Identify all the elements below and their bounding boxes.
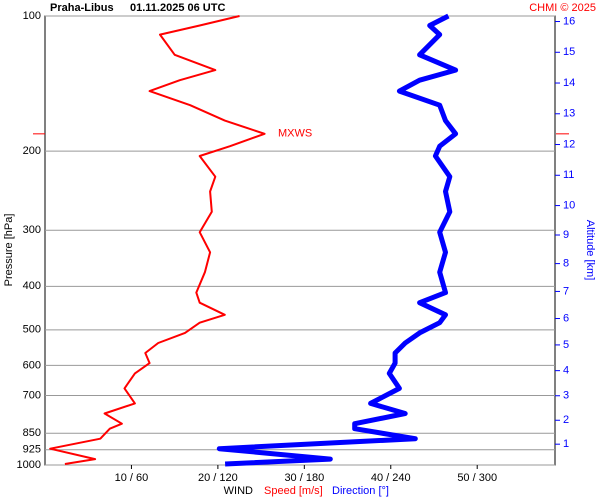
chart-title: Praha-Libus — [50, 2, 114, 14]
x-axis-label: WIND — [224, 485, 253, 497]
y2-tick-label: 16 — [563, 15, 575, 27]
y2-tick-label: 4 — [563, 365, 569, 377]
y-tick-label: 200 — [23, 145, 41, 157]
plot-frame — [44, 15, 556, 466]
y-tick-label: 1000 — [17, 459, 41, 471]
y-tick-label: 500 — [23, 324, 41, 336]
y-tick-label: 850 — [23, 427, 41, 439]
y2-tick-label: 9 — [563, 229, 569, 241]
y-tick-label: 925 — [23, 444, 41, 456]
y2-tick-label: 14 — [563, 77, 575, 89]
y-tick-label: 100 — [23, 10, 41, 22]
credit: CHMI © 2025 — [529, 2, 596, 14]
y2-tick-label: 15 — [563, 46, 575, 58]
y2-tick-label: 7 — [563, 285, 569, 297]
y-axis-label: Pressure [hPa] — [3, 214, 15, 287]
y2-tick-label: 1 — [563, 438, 569, 450]
mxws-label: MXWS — [278, 128, 312, 140]
x-tick-label: 30 / 180 — [284, 472, 324, 484]
chart-subtitle: 01.11.2025 06 UTC — [130, 2, 225, 14]
y-tick-label: 700 — [23, 389, 41, 401]
y2-tick-label: 12 — [563, 138, 575, 150]
y2-tick-label: 5 — [563, 339, 569, 351]
x-tick-label: 40 / 240 — [371, 472, 411, 484]
y2-tick-label: 6 — [563, 312, 569, 324]
y2-tick-label: 2 — [563, 414, 569, 426]
y2-tick-label: 3 — [563, 390, 569, 402]
x-tick-label: 50 / 300 — [457, 472, 497, 484]
series-line — [216, 13, 459, 467]
x-tick-label: 10 / 60 — [115, 472, 149, 484]
y-tick-label: 300 — [23, 224, 41, 236]
y2-tick-label: 10 — [563, 199, 575, 211]
x-axis-label-direction: Direction [°] — [332, 485, 389, 497]
y2-tick-label: 8 — [563, 258, 569, 270]
y-tick-label: 600 — [23, 359, 41, 371]
y2-tick-label: 13 — [563, 108, 575, 120]
x-axis-label-speed: Speed [m/s] — [264, 485, 323, 497]
y-tick-label: 400 — [23, 280, 41, 292]
y2-axis-label: Altitude [km] — [584, 220, 596, 281]
x-tick-label: 20 / 120 — [198, 472, 238, 484]
y2-tick-label: 11 — [563, 169, 574, 181]
series-line — [49, 15, 266, 465]
